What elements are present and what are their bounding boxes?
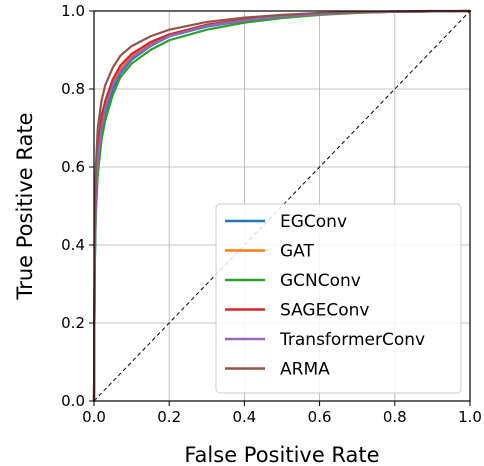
y-tick-label: 0.8 [61, 80, 85, 98]
x-tick-label: 0.4 [232, 408, 256, 426]
y-tick-label: 0.4 [61, 236, 85, 254]
y-tick-label: 0.2 [61, 314, 85, 332]
series-line-arma [92, 9, 472, 403]
x-tick-label: 0.6 [308, 408, 332, 426]
x-tick-label: 0.0 [82, 408, 106, 426]
x-tick-label: 0.2 [157, 408, 181, 426]
legend: EGConv GAT GCNConv SAGEConv TransformerConv A… [215, 203, 462, 394]
y-axis-label: True Positive Rate [13, 112, 37, 300]
plot-frame [93, 10, 471, 402]
x-axis-label: False Positive Rate [184, 443, 379, 466]
legend-label: GCNConv [280, 271, 361, 291]
x-tick-label: 0.8 [383, 408, 407, 426]
legend-label: SAGEConv [280, 301, 369, 321]
legend-label: EGConv [280, 212, 347, 232]
axis-ticks: 0.0 0.2 0.4 0.6 0.8 1.0 0.0 0.2 0.4 0.6 0.8 1.0 [61, 2, 482, 426]
legend-label: GAT [280, 242, 314, 262]
x-tick-label: 1.0 [458, 408, 482, 426]
legend-label: ARMA [280, 360, 330, 380]
diagonal-reference-line [93, 10, 471, 402]
legend-label: TransformerConv [279, 330, 425, 350]
y-tick-label: 0.0 [61, 392, 85, 410]
series-lines [92, 9, 472, 403]
y-tick-label: 1.0 [61, 2, 85, 20]
diagonal-reference-layer [93, 10, 471, 402]
y-tick-label: 0.6 [61, 158, 85, 176]
legend-box [215, 203, 462, 394]
